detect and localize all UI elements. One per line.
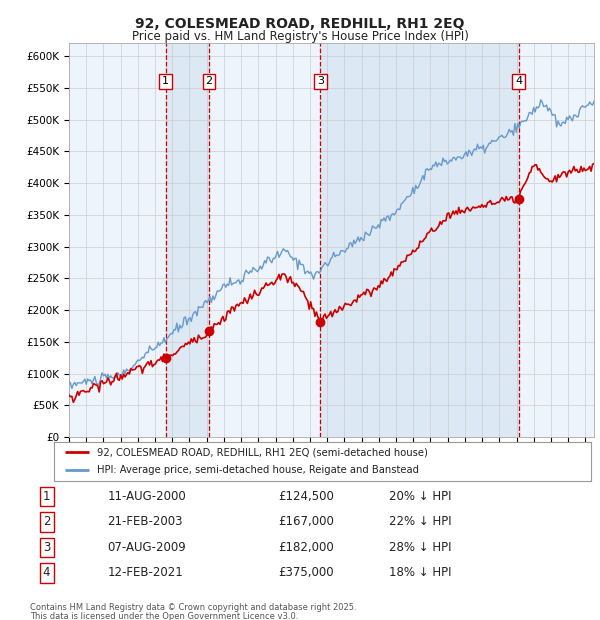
Text: 21-FEB-2003: 21-FEB-2003 bbox=[107, 515, 183, 528]
Text: 1: 1 bbox=[43, 490, 50, 503]
Text: 18% ↓ HPI: 18% ↓ HPI bbox=[389, 567, 451, 580]
Text: Price paid vs. HM Land Registry's House Price Index (HPI): Price paid vs. HM Land Registry's House … bbox=[131, 30, 469, 43]
Text: £375,000: £375,000 bbox=[278, 567, 334, 580]
Text: 4: 4 bbox=[515, 76, 522, 87]
Text: 12-FEB-2021: 12-FEB-2021 bbox=[107, 567, 183, 580]
Text: £182,000: £182,000 bbox=[278, 541, 334, 554]
Text: 3: 3 bbox=[43, 541, 50, 554]
Text: 28% ↓ HPI: 28% ↓ HPI bbox=[389, 541, 451, 554]
Text: 2: 2 bbox=[43, 515, 50, 528]
Text: 22% ↓ HPI: 22% ↓ HPI bbox=[389, 515, 451, 528]
Text: 11-AUG-2000: 11-AUG-2000 bbox=[107, 490, 186, 503]
Text: 1: 1 bbox=[162, 76, 169, 87]
Text: This data is licensed under the Open Government Licence v3.0.: This data is licensed under the Open Gov… bbox=[30, 612, 298, 620]
Bar bbox=[320, 43, 518, 437]
Text: HPI: Average price, semi-detached house, Reigate and Banstead: HPI: Average price, semi-detached house,… bbox=[97, 465, 419, 475]
Text: 3: 3 bbox=[317, 76, 324, 87]
Text: 92, COLESMEAD ROAD, REDHILL, RH1 2EQ: 92, COLESMEAD ROAD, REDHILL, RH1 2EQ bbox=[135, 17, 465, 32]
Text: 20% ↓ HPI: 20% ↓ HPI bbox=[389, 490, 451, 503]
Text: £124,500: £124,500 bbox=[278, 490, 334, 503]
Bar bbox=[166, 43, 209, 437]
Text: 4: 4 bbox=[43, 567, 50, 580]
Text: Contains HM Land Registry data © Crown copyright and database right 2025.: Contains HM Land Registry data © Crown c… bbox=[30, 603, 356, 612]
Text: 92, COLESMEAD ROAD, REDHILL, RH1 2EQ (semi-detached house): 92, COLESMEAD ROAD, REDHILL, RH1 2EQ (se… bbox=[97, 448, 428, 458]
Text: 2: 2 bbox=[205, 76, 212, 87]
Text: 07-AUG-2009: 07-AUG-2009 bbox=[107, 541, 186, 554]
Text: £167,000: £167,000 bbox=[278, 515, 334, 528]
